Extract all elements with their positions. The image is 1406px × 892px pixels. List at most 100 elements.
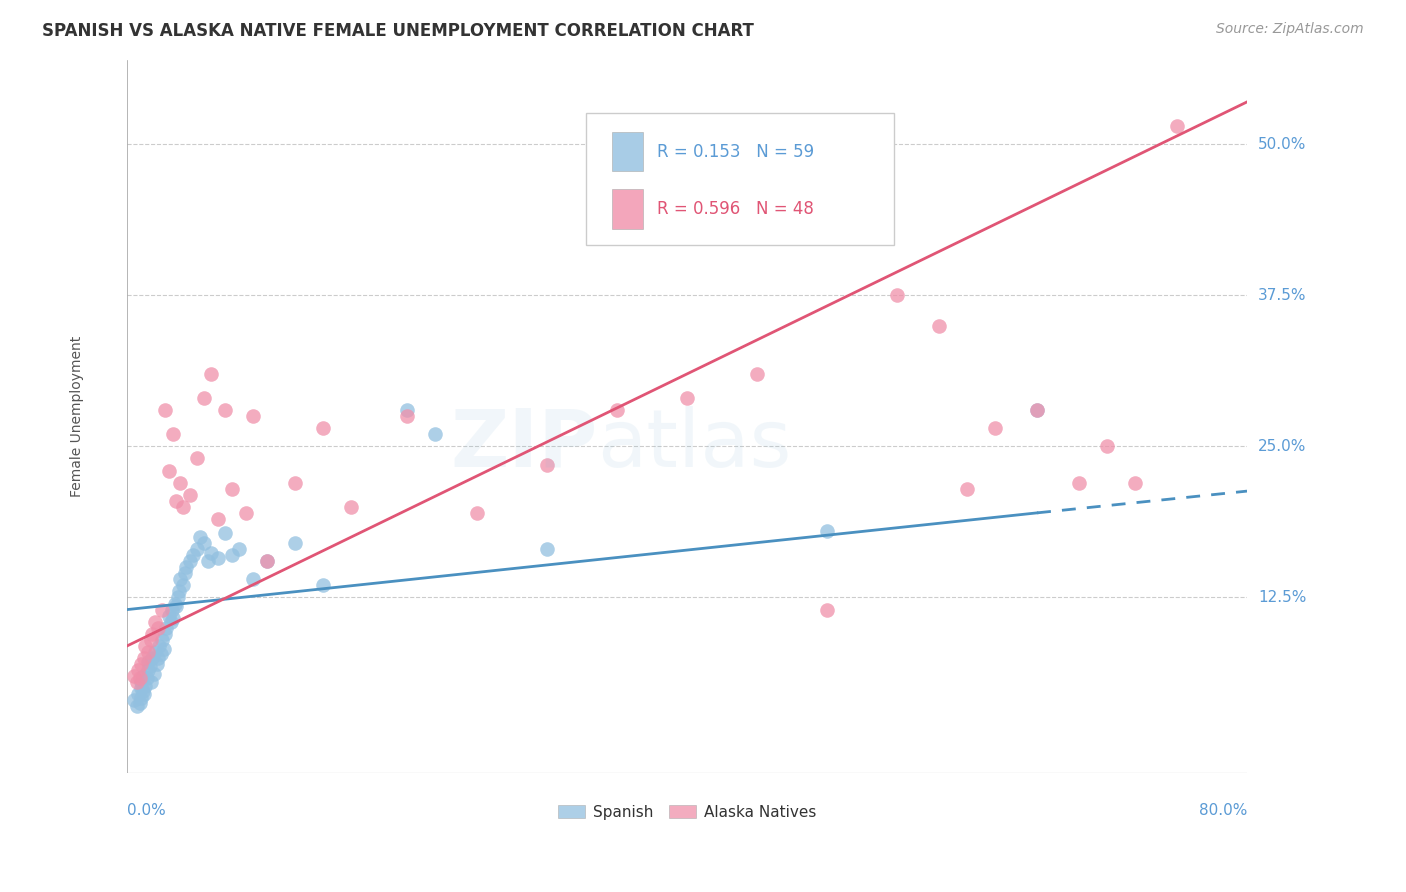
Point xyxy=(465,506,488,520)
Point xyxy=(142,666,165,681)
Point xyxy=(128,672,150,686)
Legend: Spanish, Alaska Natives: Spanish, Alaska Natives xyxy=(553,798,823,826)
Point xyxy=(157,464,180,478)
Point xyxy=(134,679,156,693)
Point xyxy=(1123,475,1146,490)
Point xyxy=(181,548,204,562)
Point xyxy=(207,550,229,565)
Point xyxy=(214,526,236,541)
Point xyxy=(146,651,169,665)
Point xyxy=(284,536,307,550)
Point xyxy=(136,655,159,669)
Point xyxy=(1067,475,1090,490)
Point xyxy=(200,546,222,560)
Text: 50.0%: 50.0% xyxy=(1258,136,1306,152)
Point xyxy=(132,687,155,701)
Point xyxy=(188,530,211,544)
Point xyxy=(152,642,174,657)
Point xyxy=(207,512,229,526)
Text: atlas: atlas xyxy=(598,406,792,483)
Point xyxy=(536,542,558,557)
Point xyxy=(166,591,188,605)
FancyBboxPatch shape xyxy=(586,113,894,245)
Point xyxy=(125,699,148,714)
Point xyxy=(1166,119,1188,133)
Text: 12.5%: 12.5% xyxy=(1258,590,1306,605)
Text: ZIP: ZIP xyxy=(450,406,598,483)
Point xyxy=(815,524,838,538)
Point xyxy=(425,427,447,442)
Point xyxy=(129,657,152,671)
Point xyxy=(139,675,162,690)
Point xyxy=(143,615,166,629)
Text: R = 0.596   N = 48: R = 0.596 N = 48 xyxy=(657,200,814,218)
Point xyxy=(131,669,153,683)
Point xyxy=(138,659,160,673)
Point xyxy=(186,451,208,466)
Point xyxy=(1026,403,1049,417)
Point xyxy=(129,681,152,695)
Text: 25.0%: 25.0% xyxy=(1258,439,1306,454)
Text: Source: ZipAtlas.com: Source: ZipAtlas.com xyxy=(1216,22,1364,37)
Point xyxy=(1095,439,1118,453)
Text: R = 0.153   N = 59: R = 0.153 N = 59 xyxy=(657,143,814,161)
Point xyxy=(228,542,250,557)
Point xyxy=(139,632,162,647)
Point xyxy=(132,651,155,665)
Text: 0.0%: 0.0% xyxy=(128,804,166,818)
Point xyxy=(159,615,181,629)
Point xyxy=(173,566,195,581)
Point xyxy=(157,608,180,623)
Point xyxy=(886,288,908,302)
Point xyxy=(169,475,191,490)
Point xyxy=(122,669,145,683)
Point xyxy=(606,403,628,417)
Point xyxy=(141,626,163,640)
Point xyxy=(174,560,197,574)
Point xyxy=(193,391,215,405)
Point xyxy=(172,500,194,514)
FancyBboxPatch shape xyxy=(612,189,644,228)
Point xyxy=(312,421,335,435)
Point xyxy=(145,657,167,671)
Point xyxy=(676,391,699,405)
Point xyxy=(214,403,236,417)
Point xyxy=(242,572,264,586)
Point xyxy=(136,663,159,677)
Point xyxy=(242,409,264,424)
Point xyxy=(179,554,201,568)
Point xyxy=(153,626,176,640)
Point xyxy=(256,554,278,568)
Point xyxy=(150,602,173,616)
Point xyxy=(141,651,163,665)
Point xyxy=(146,621,169,635)
Point xyxy=(127,663,149,677)
Point xyxy=(129,675,152,690)
Point xyxy=(747,367,769,381)
Point xyxy=(984,421,1007,435)
Point xyxy=(143,645,166,659)
Point xyxy=(197,554,219,568)
Point xyxy=(125,675,148,690)
Point xyxy=(256,554,278,568)
Point xyxy=(165,493,187,508)
Text: 80.0%: 80.0% xyxy=(1199,804,1247,818)
Text: SPANISH VS ALASKA NATIVE FEMALE UNEMPLOYMENT CORRELATION CHART: SPANISH VS ALASKA NATIVE FEMALE UNEMPLOY… xyxy=(42,22,754,40)
Point xyxy=(167,584,190,599)
Point xyxy=(186,542,208,557)
Point xyxy=(1026,403,1049,417)
Point xyxy=(193,536,215,550)
Text: 37.5%: 37.5% xyxy=(1258,288,1306,302)
Point xyxy=(536,458,558,472)
Point xyxy=(149,648,172,662)
Point xyxy=(235,506,257,520)
Point xyxy=(162,611,184,625)
Point xyxy=(396,403,419,417)
Point xyxy=(179,488,201,502)
Point xyxy=(136,645,159,659)
Point xyxy=(148,639,170,653)
Point xyxy=(165,599,187,613)
Point xyxy=(122,693,145,707)
Point xyxy=(129,690,152,705)
Point xyxy=(221,482,243,496)
